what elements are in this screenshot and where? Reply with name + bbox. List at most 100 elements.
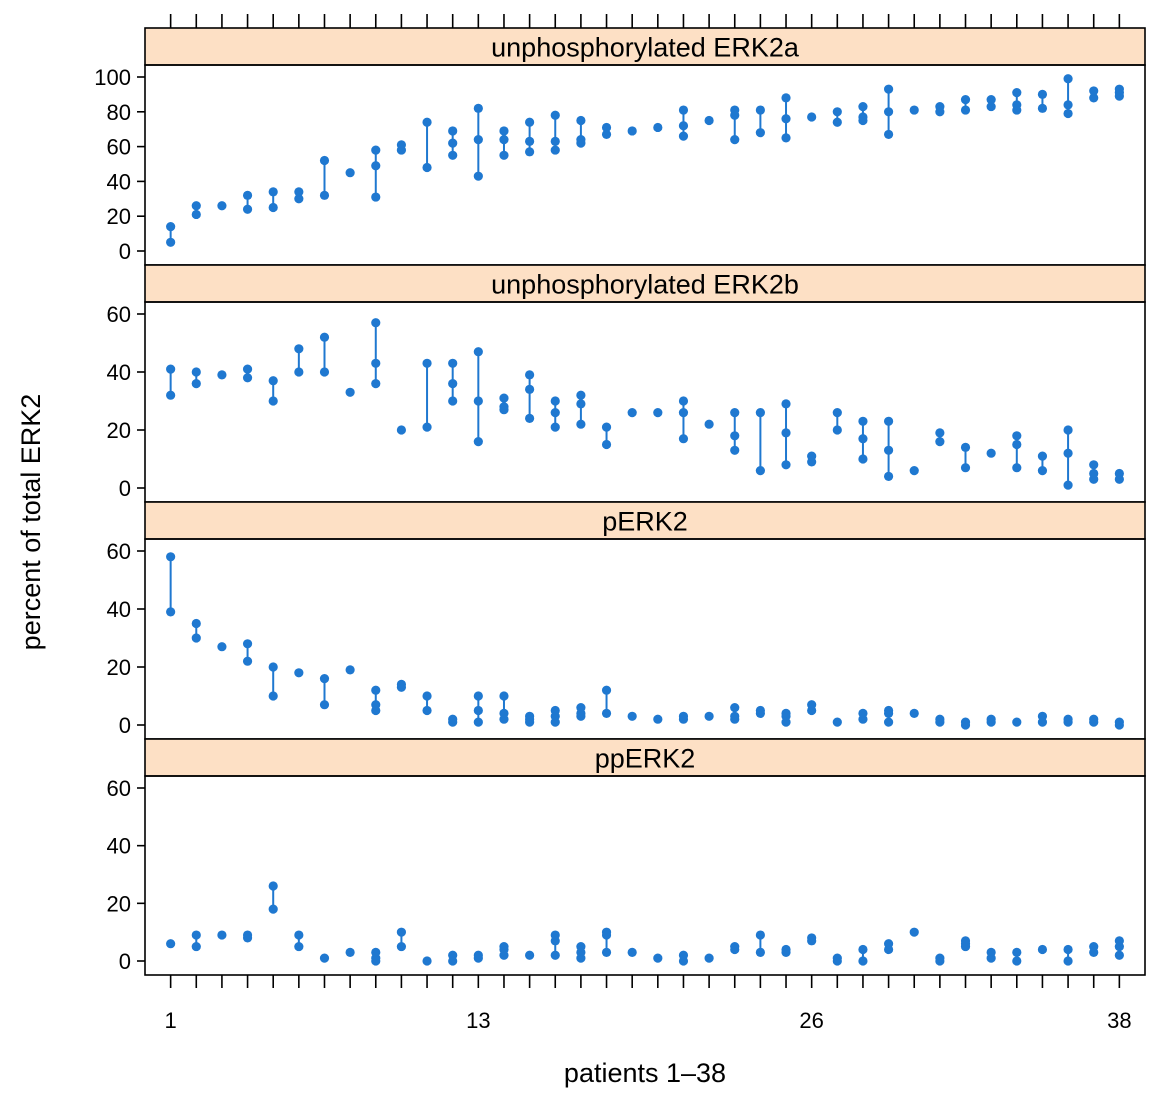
data-point: [987, 948, 996, 957]
data-point: [756, 948, 765, 957]
data-point: [807, 452, 816, 461]
data-point: [679, 132, 688, 141]
data-point: [1115, 718, 1124, 727]
y-tick-label: 20: [107, 891, 131, 916]
data-point: [679, 105, 688, 114]
data-point: [371, 161, 380, 170]
data-point: [602, 930, 611, 939]
data-point: [1063, 100, 1072, 109]
data-point: [166, 365, 175, 374]
data-point: [987, 95, 996, 104]
data-point: [397, 680, 406, 689]
data-point: [422, 359, 431, 368]
data-point: [1089, 460, 1098, 469]
data-point: [397, 942, 406, 951]
data-point: [807, 112, 816, 121]
data-point: [679, 712, 688, 721]
data-point: [910, 928, 919, 937]
data-point: [884, 130, 893, 139]
panel-3: pERK2 0 20 40 60: [107, 502, 1145, 739]
data-point: [320, 954, 329, 963]
data-point: [294, 930, 303, 939]
data-point: [679, 121, 688, 130]
data-point: [525, 137, 534, 146]
data-point: [781, 133, 790, 142]
data-point: [653, 408, 662, 417]
data-point: [576, 116, 585, 125]
data-point: [474, 396, 483, 405]
data-point: [1089, 86, 1098, 95]
data-point: [935, 428, 944, 437]
y-tick-label: 0: [119, 239, 131, 264]
data-point: [1063, 74, 1072, 83]
panel-frame: [145, 65, 1145, 265]
data-point: [269, 376, 278, 385]
data-point: [756, 128, 765, 137]
y-tick-label: 60: [107, 539, 131, 564]
data-point: [781, 399, 790, 408]
data-point: [833, 718, 842, 727]
data-point: [474, 718, 483, 727]
data-point: [243, 930, 252, 939]
data-point: [1038, 90, 1047, 99]
data-point: [499, 709, 508, 718]
data-point: [807, 700, 816, 709]
data-point: [679, 396, 688, 405]
data-point: [1012, 718, 1021, 727]
x-axis-label: patients 1–38: [564, 1058, 726, 1088]
data-point: [474, 437, 483, 446]
data-point: [192, 379, 201, 388]
data-point: [884, 718, 893, 727]
data-point: [884, 939, 893, 948]
data-point: [166, 391, 175, 400]
data-point: [474, 135, 483, 144]
data-point: [730, 408, 739, 417]
x-tick-label: 38: [1107, 1008, 1131, 1033]
data-point: [602, 440, 611, 449]
data-point: [1012, 431, 1021, 440]
data-point: [576, 703, 585, 712]
data-point: [320, 333, 329, 342]
data-point: [1063, 481, 1072, 490]
data-point: [371, 192, 380, 201]
data-point: [448, 715, 457, 724]
y-tick-label: 0: [119, 713, 131, 738]
data-point: [935, 954, 944, 963]
data-point: [217, 201, 226, 210]
data-point: [781, 460, 790, 469]
data-point: [448, 151, 457, 160]
data-point: [448, 126, 457, 135]
data-point: [294, 187, 303, 196]
data-point: [576, 391, 585, 400]
data-point: [1038, 712, 1047, 721]
data-point: [858, 709, 867, 718]
data-point: [781, 114, 790, 123]
data-point: [705, 116, 714, 125]
data-point: [781, 945, 790, 954]
data-point: [730, 712, 739, 721]
panel-title: pERK2: [602, 507, 688, 537]
data-point: [730, 942, 739, 951]
data-point: [422, 956, 431, 965]
data-point: [756, 408, 765, 417]
data-point: [371, 948, 380, 957]
data-point: [525, 951, 534, 960]
data-point: [679, 434, 688, 443]
data-point: [166, 552, 175, 561]
data-point: [910, 105, 919, 114]
data-point: [192, 201, 201, 210]
panel-4: ppERK20204060: [107, 739, 1145, 975]
y-tick-label: 40: [107, 169, 131, 194]
data-point: [756, 105, 765, 114]
data-point: [833, 118, 842, 127]
data-point: [1089, 715, 1098, 724]
data-point: [499, 691, 508, 700]
data-point: [243, 639, 252, 648]
data-point: [858, 945, 867, 954]
data-point: [961, 718, 970, 727]
data-point: [602, 423, 611, 432]
y-tick-label: 60: [107, 776, 131, 801]
data-point: [371, 318, 380, 327]
data-point: [551, 396, 560, 405]
data-point: [781, 428, 790, 437]
